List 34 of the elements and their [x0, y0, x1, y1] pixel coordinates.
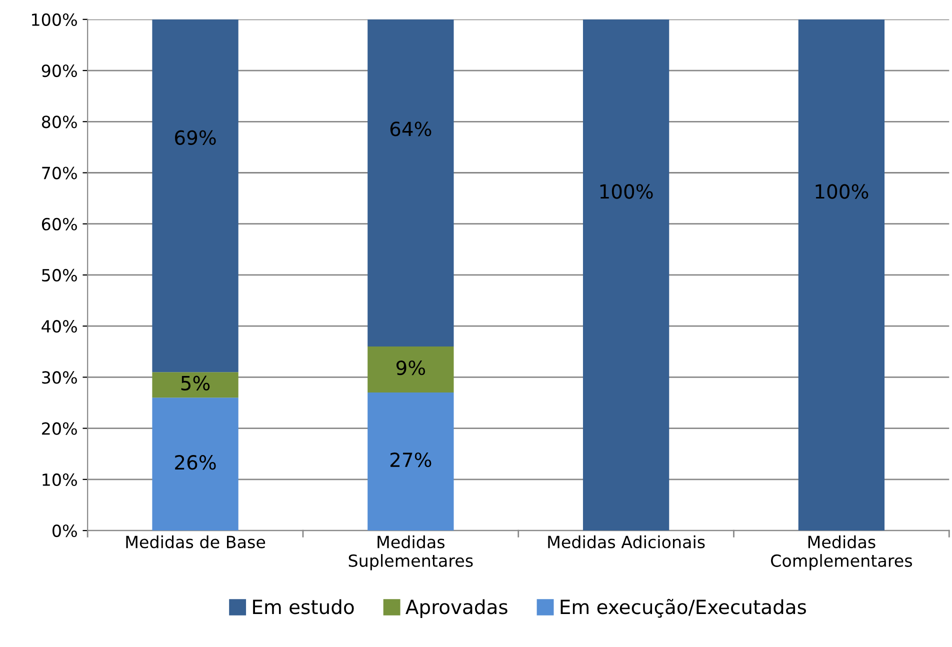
- y-tick-label: 50%: [42, 268, 77, 282]
- data-label: 5%: [181, 376, 210, 391]
- bar: [582, 19, 670, 531]
- bar: [368, 346, 454, 393]
- bar: [152, 372, 238, 398]
- data-label: 9%: [396, 360, 426, 376]
- bar: [368, 19, 454, 347]
- y-tick-label: 70%: [42, 166, 77, 180]
- y-tick-label: 60%: [42, 218, 77, 230]
- data-label: 26%: [175, 455, 216, 470]
- y-tick-label: 90%: [42, 64, 77, 78]
- data-label: 69%: [175, 130, 216, 145]
- bar: [152, 398, 238, 531]
- data-label: 27%: [390, 452, 432, 468]
- legend-label: Em estudo: [253, 599, 354, 614]
- y-tick-label: 30%: [42, 371, 77, 384]
- data-label: 100%: [816, 184, 868, 199]
- y-tick-label: 80%: [42, 116, 77, 128]
- y-tick-label: 100%: [32, 13, 77, 26]
- bar: [152, 19, 238, 372]
- bar: [368, 392, 454, 531]
- y-tick-label: 10%: [42, 473, 77, 486]
- x-tick-label: Medidas Adicionais: [548, 535, 705, 548]
- y-tick-label: 0%: [52, 524, 77, 538]
- legend-label: Aprovadas: [406, 599, 508, 618]
- y-tick-label: 40%: [42, 320, 77, 333]
- y-tick-label: 20%: [42, 422, 77, 435]
- x-tick-label: Medidas de Base: [126, 535, 266, 548]
- bar: [798, 19, 885, 531]
- x-tick-label: Medidas Suplementares: [348, 535, 473, 570]
- legend-label: Em execução/Executadas: [560, 598, 806, 618]
- data-label: 64%: [390, 122, 432, 136]
- x-tick-label: Medidas Complementares: [771, 535, 912, 570]
- data-label: 100%: [600, 184, 653, 199]
